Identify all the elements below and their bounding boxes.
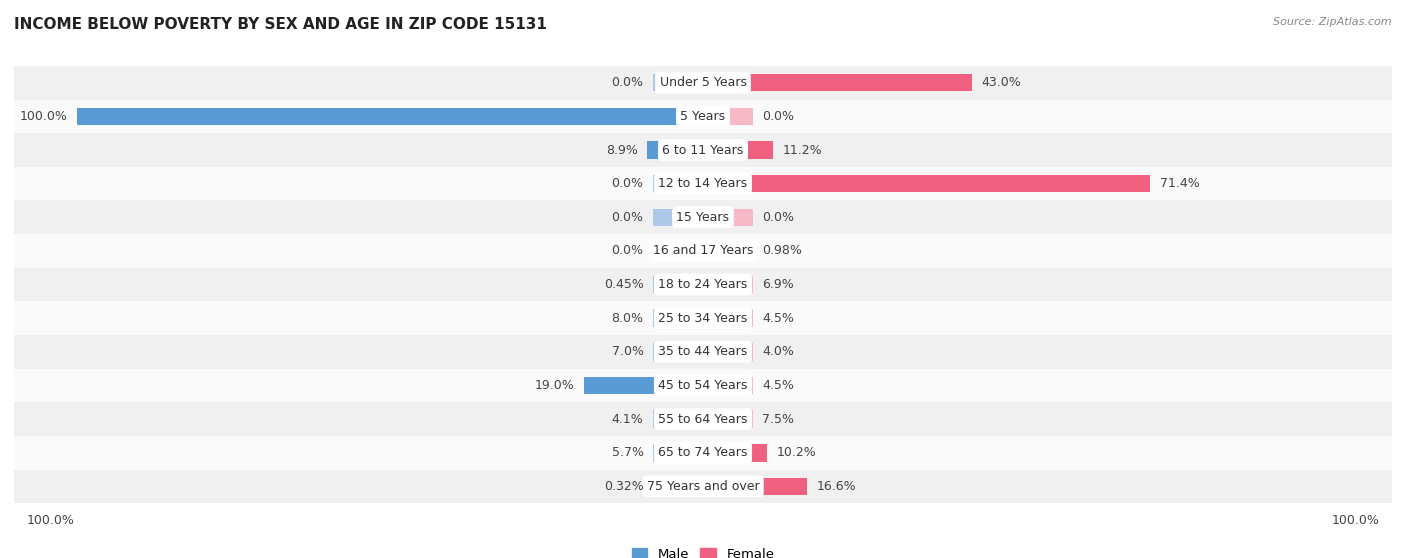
Text: 100.0%: 100.0% <box>1331 514 1379 527</box>
Bar <box>703 343 754 360</box>
Bar <box>14 66 1392 99</box>
Bar <box>652 310 703 327</box>
Bar <box>652 343 703 360</box>
Bar <box>14 200 1392 234</box>
Text: 45 to 54 Years: 45 to 54 Years <box>658 379 748 392</box>
Bar <box>647 141 703 159</box>
Text: 8.9%: 8.9% <box>606 143 638 156</box>
Text: 7.5%: 7.5% <box>762 413 794 426</box>
Text: 16.6%: 16.6% <box>817 480 856 493</box>
Bar <box>703 276 754 294</box>
Bar <box>703 175 1150 193</box>
Text: 43.0%: 43.0% <box>981 76 1021 89</box>
Bar <box>14 234 1392 268</box>
Bar <box>583 377 703 395</box>
Bar <box>14 167 1392 200</box>
Text: 0.0%: 0.0% <box>612 244 644 257</box>
Text: 0.0%: 0.0% <box>612 177 644 190</box>
Bar <box>652 411 703 428</box>
Bar <box>14 436 1392 470</box>
Text: 0.0%: 0.0% <box>762 110 794 123</box>
Text: 5.7%: 5.7% <box>612 446 644 459</box>
Text: Under 5 Years: Under 5 Years <box>659 76 747 89</box>
Text: 8.0%: 8.0% <box>612 312 644 325</box>
Bar <box>14 470 1392 503</box>
Text: 100.0%: 100.0% <box>20 110 67 123</box>
Text: 11.2%: 11.2% <box>783 143 823 156</box>
Text: 18 to 24 Years: 18 to 24 Years <box>658 278 748 291</box>
Bar <box>652 478 703 495</box>
Text: 4.5%: 4.5% <box>762 379 794 392</box>
Bar <box>703 444 766 461</box>
Bar <box>703 242 754 259</box>
Bar <box>703 209 754 226</box>
Bar <box>652 444 703 461</box>
Text: 16 and 17 Years: 16 and 17 Years <box>652 244 754 257</box>
Text: 12 to 14 Years: 12 to 14 Years <box>658 177 748 190</box>
Text: 0.0%: 0.0% <box>612 211 644 224</box>
Text: 19.0%: 19.0% <box>534 379 575 392</box>
Bar <box>14 335 1392 369</box>
Bar <box>652 209 703 226</box>
Bar <box>652 276 703 294</box>
Bar <box>703 74 973 92</box>
Text: 100.0%: 100.0% <box>27 514 75 527</box>
Text: 15 Years: 15 Years <box>676 211 730 224</box>
Text: INCOME BELOW POVERTY BY SEX AND AGE IN ZIP CODE 15131: INCOME BELOW POVERTY BY SEX AND AGE IN Z… <box>14 17 547 32</box>
Text: 10.2%: 10.2% <box>776 446 815 459</box>
Bar <box>14 369 1392 402</box>
Text: 55 to 64 Years: 55 to 64 Years <box>658 413 748 426</box>
Bar <box>14 301 1392 335</box>
Text: 0.0%: 0.0% <box>612 76 644 89</box>
Bar <box>77 108 703 125</box>
Bar <box>703 108 754 125</box>
Bar <box>703 141 773 159</box>
Text: 71.4%: 71.4% <box>1160 177 1199 190</box>
Bar <box>703 377 754 395</box>
Text: 35 to 44 Years: 35 to 44 Years <box>658 345 748 358</box>
Text: 65 to 74 Years: 65 to 74 Years <box>658 446 748 459</box>
Text: 7.0%: 7.0% <box>612 345 644 358</box>
Text: 6.9%: 6.9% <box>762 278 794 291</box>
Text: 0.45%: 0.45% <box>603 278 644 291</box>
Bar <box>703 74 973 92</box>
Bar <box>703 175 1150 193</box>
Bar <box>652 175 703 193</box>
Bar <box>703 141 773 159</box>
Bar <box>14 402 1392 436</box>
Bar <box>703 411 754 428</box>
Text: 25 to 34 Years: 25 to 34 Years <box>658 312 748 325</box>
Text: 4.1%: 4.1% <box>612 413 644 426</box>
Text: 6 to 11 Years: 6 to 11 Years <box>662 143 744 156</box>
Text: 4.5%: 4.5% <box>762 312 794 325</box>
Text: 0.32%: 0.32% <box>603 480 644 493</box>
Bar <box>14 268 1392 301</box>
Bar <box>652 74 703 92</box>
Bar <box>14 99 1392 133</box>
Bar <box>703 478 807 495</box>
Bar <box>703 478 807 495</box>
Bar <box>77 108 703 125</box>
Bar <box>647 141 703 159</box>
Bar <box>703 444 766 461</box>
Bar <box>583 377 703 395</box>
Bar <box>703 310 754 327</box>
Text: 4.0%: 4.0% <box>762 345 794 358</box>
Legend: Male, Female: Male, Female <box>626 543 780 558</box>
Text: 0.0%: 0.0% <box>762 211 794 224</box>
Text: 5 Years: 5 Years <box>681 110 725 123</box>
Text: 75 Years and over: 75 Years and over <box>647 480 759 493</box>
Bar <box>652 242 703 259</box>
Bar <box>14 133 1392 167</box>
Text: Source: ZipAtlas.com: Source: ZipAtlas.com <box>1274 17 1392 27</box>
Text: 0.98%: 0.98% <box>762 244 803 257</box>
